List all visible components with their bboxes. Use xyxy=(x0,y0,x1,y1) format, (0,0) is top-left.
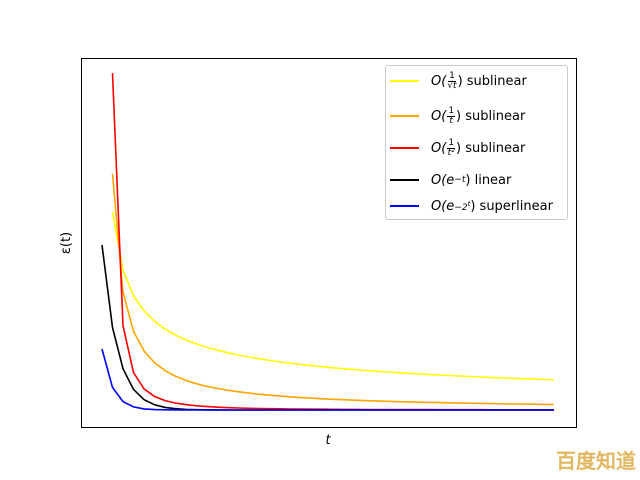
legend-label-prefix: O(e xyxy=(431,172,455,188)
legend-frac-den: t xyxy=(449,115,453,126)
legend-swatch xyxy=(390,80,419,82)
legend-label-suffix: ) sublinear xyxy=(457,73,527,89)
legend-label-suffix: ) superlinear xyxy=(470,198,553,214)
x-axis-label: t xyxy=(325,433,331,448)
series-line-1 xyxy=(111,173,554,406)
y-axis-label: ε(t) xyxy=(59,232,74,254)
legend-entry-inv-square: O(1 t²) sublinear xyxy=(386,138,525,158)
legend-exponent: −2 xyxy=(454,202,468,213)
legend-label-prefix: O( xyxy=(431,108,447,124)
legend-entry-double-exp: O(e −2t) superlinear xyxy=(386,196,553,216)
legend-label-prefix: O(e xyxy=(431,198,455,214)
legend-frac-num: 1 xyxy=(448,70,456,82)
legend-frac-num: 1 xyxy=(447,105,456,117)
legend-swatch xyxy=(390,179,419,181)
axes-frame xyxy=(81,58,577,428)
legend-swatch xyxy=(390,115,419,117)
legend-label-suffix: ) sublinear xyxy=(456,140,526,156)
legend-frac-den: t² xyxy=(447,147,455,158)
legend-frac-den: √t xyxy=(447,80,457,91)
legend-exponent-exponent: t xyxy=(467,199,471,208)
legend-label-prefix: O( xyxy=(431,73,447,89)
watermark-logo: 百度知道 xyxy=(556,449,636,473)
legend-entry-inv-sqrt: O(1 √t) sublinear xyxy=(386,71,527,91)
legend-label-suffix: ) linear xyxy=(465,172,512,188)
legend-entry-exp: O(e −t) linear xyxy=(386,170,511,190)
legend-exponent: −t xyxy=(454,175,466,185)
legend-label-suffix: ) sublinear xyxy=(456,108,526,124)
legend-label-prefix: O( xyxy=(431,140,447,156)
legend-swatch xyxy=(390,147,419,149)
series-line-0 xyxy=(111,211,554,381)
legend: O(1 √t) sublinear O(1 t) sublinear O(1 t²) … xyxy=(385,65,568,220)
legend-frac-num: 1 xyxy=(447,137,456,149)
legend-swatch xyxy=(390,205,419,207)
series-line-3 xyxy=(101,244,554,411)
legend-entry-inv: O(1 t) sublinear xyxy=(386,106,525,126)
series-line-4 xyxy=(101,348,554,411)
